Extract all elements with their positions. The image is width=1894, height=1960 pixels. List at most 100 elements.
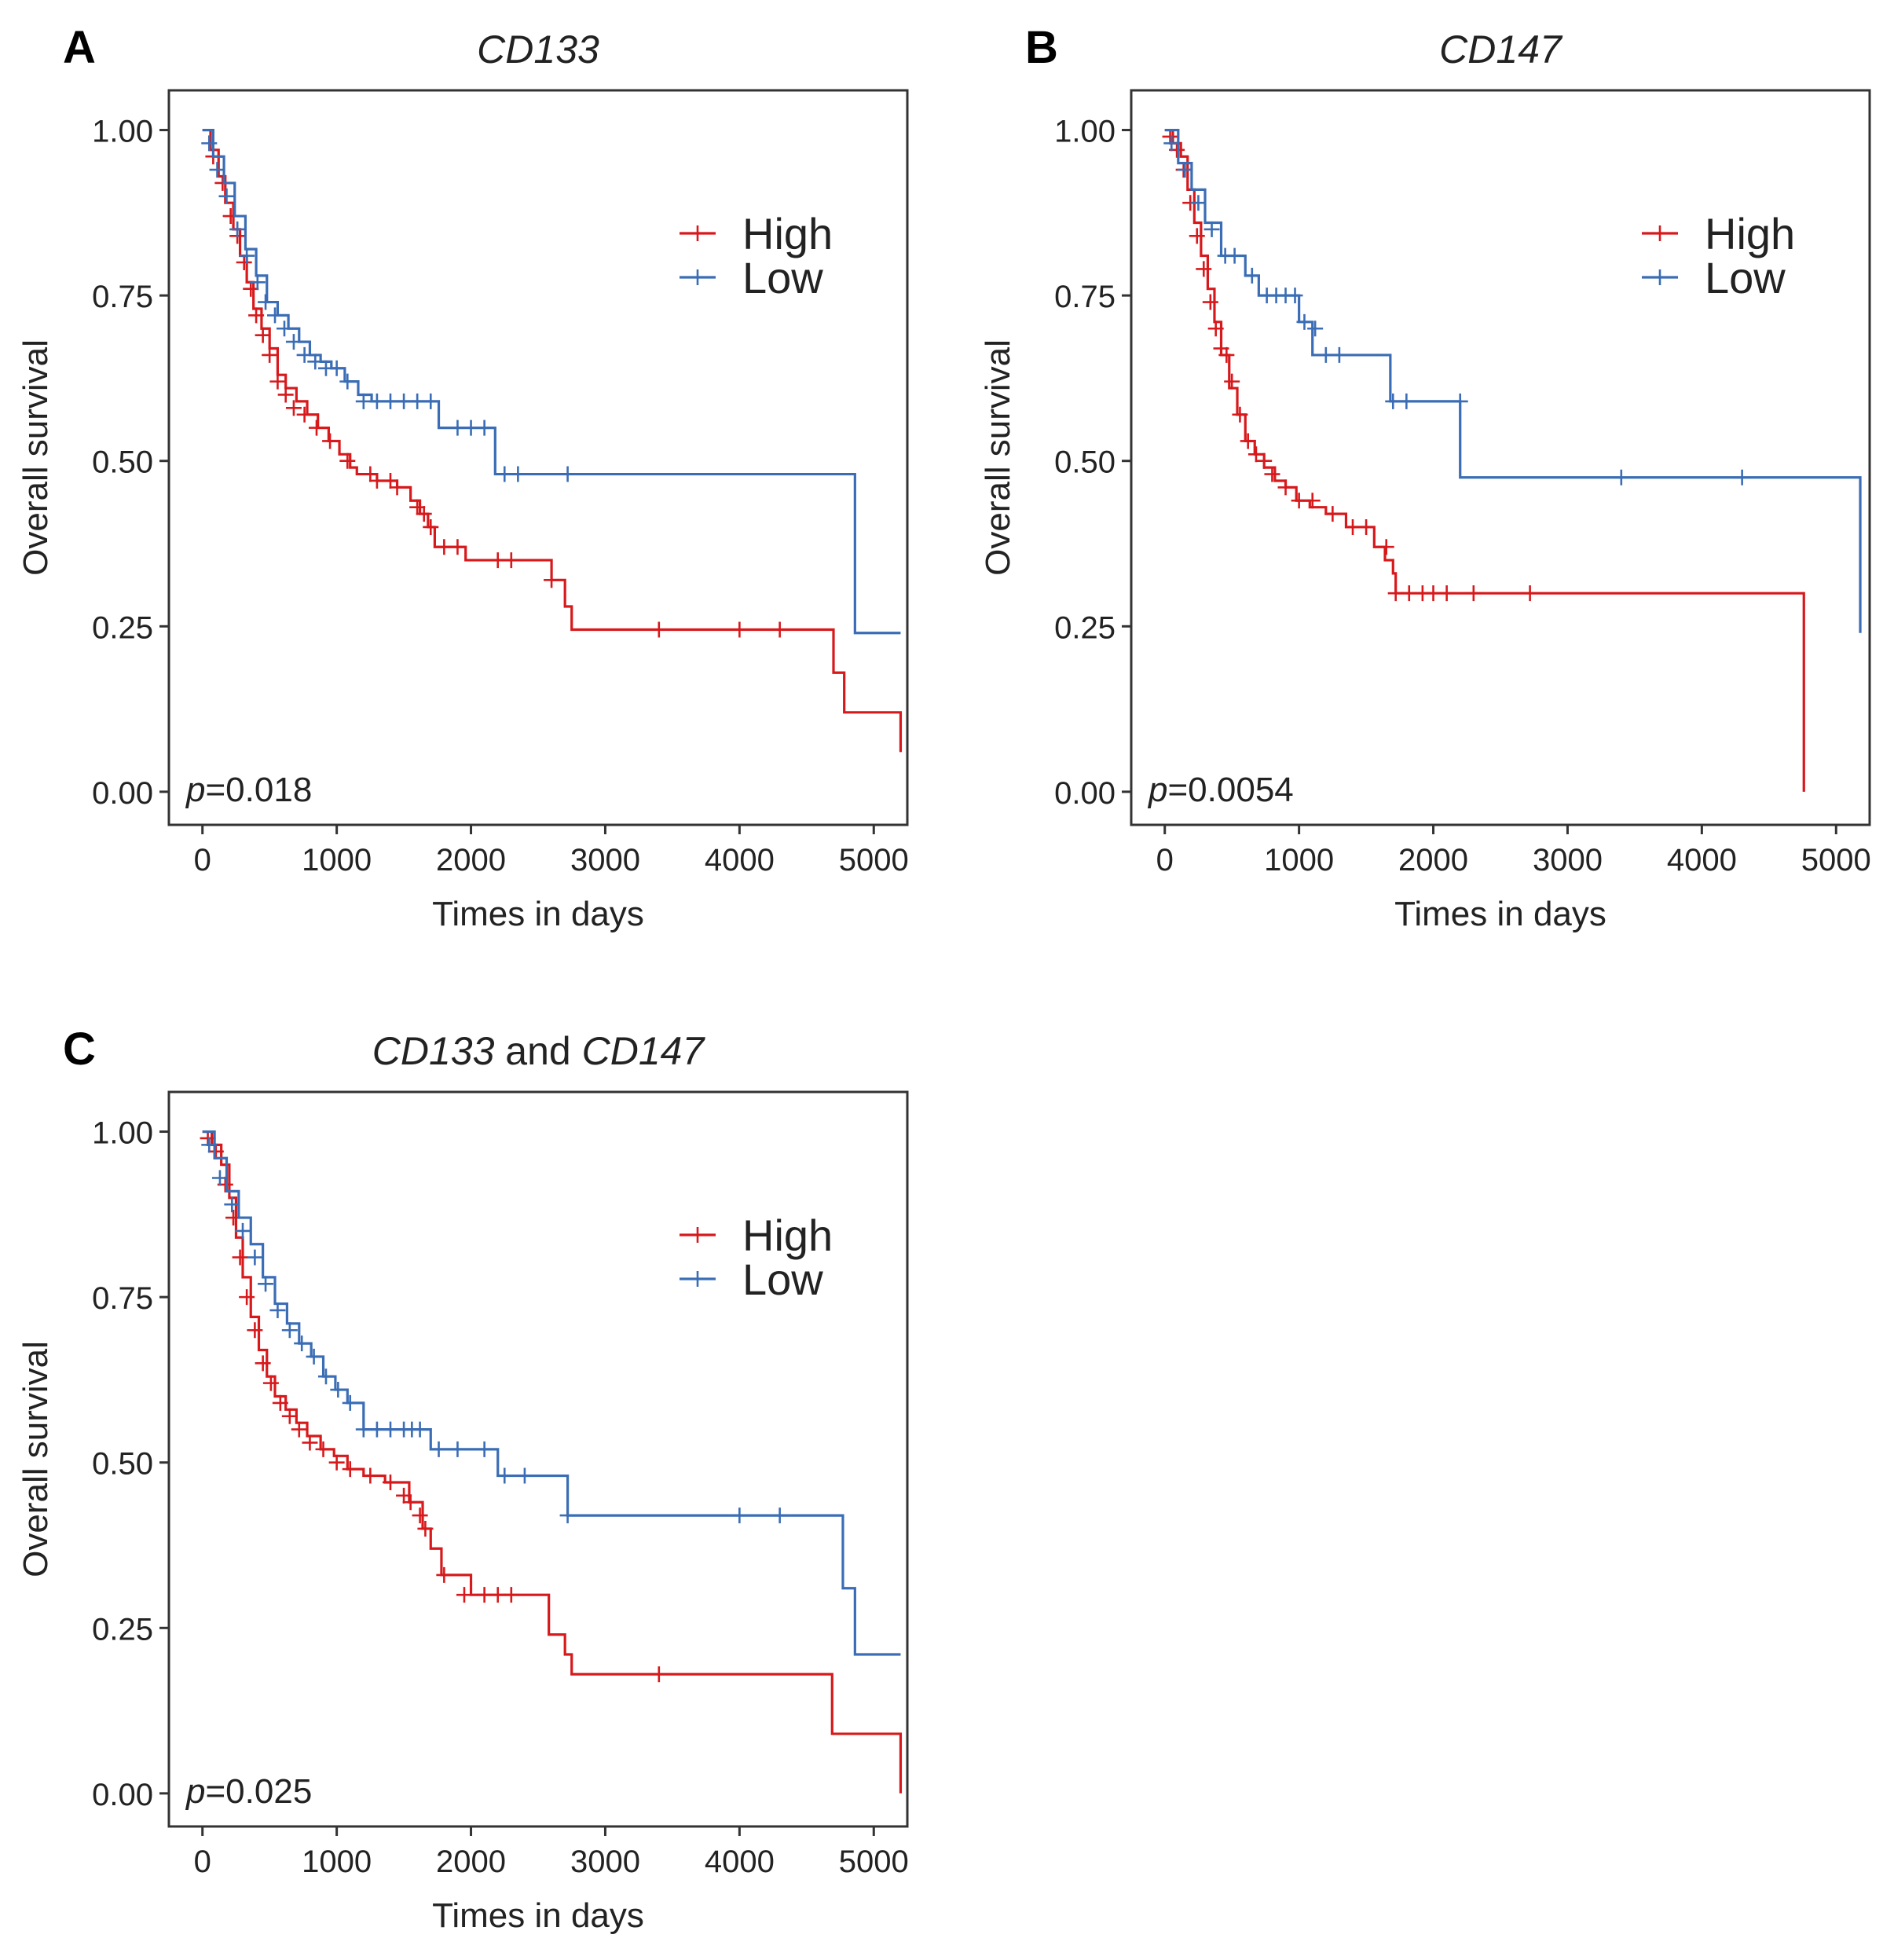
- censor-mark-high: [1256, 452, 1273, 469]
- p-value: p=0.018: [185, 771, 312, 809]
- x-tick-label: 3000: [570, 843, 640, 877]
- censor-mark-high: [272, 1394, 288, 1411]
- censor-mark-high: [1465, 585, 1482, 602]
- censor-mark-low: [224, 1196, 240, 1213]
- censor-mark-high: [291, 1421, 307, 1438]
- x-tick-label: 2000: [1398, 843, 1468, 877]
- legend-label-low: Low: [1705, 253, 1786, 302]
- panel-label: B: [1025, 22, 1058, 73]
- censor-mark-high: [383, 1474, 398, 1490]
- censor-mark-low: [247, 1249, 263, 1266]
- p-value-symbol: p: [185, 771, 205, 809]
- y-tick-label: 0.75: [1054, 280, 1116, 314]
- x-tick-label: 4000: [705, 843, 775, 877]
- censor-mark-high: [339, 452, 356, 469]
- x-tick-label: 0: [194, 843, 211, 877]
- x-tick-label: 1000: [302, 1845, 372, 1879]
- censor-mark-high: [1291, 493, 1307, 509]
- km-chart-a: A CD133 0.00 0.25 0.50 0.75 1.00 0 1000 2000 3000 4…: [16, 22, 909, 933]
- km-curve-low: [202, 128, 901, 635]
- censor-mark-low: [296, 346, 313, 363]
- censor-mark-low: [211, 1170, 228, 1186]
- censor-mark-low: [1452, 393, 1468, 409]
- censor-mark-low: [1307, 321, 1324, 337]
- y-tick-label: 0.25: [92, 610, 153, 645]
- censor-mark-low: [1317, 346, 1334, 363]
- censor-mark-low: [1190, 195, 1207, 211]
- km-curve-low: [1164, 128, 1862, 633]
- y-tick-label: 0.75: [92, 1281, 153, 1316]
- censor-mark-low: [330, 1382, 346, 1398]
- censor-mark-high: [489, 552, 506, 569]
- x-tick-label: 0: [194, 1845, 211, 1879]
- censor-mark-low: [368, 1421, 385, 1438]
- censor-mark-low: [342, 1394, 358, 1411]
- x-tick-label: 1000: [302, 843, 372, 877]
- censor-mark-low: [1177, 162, 1193, 178]
- censor-mark-low: [1613, 469, 1629, 485]
- censor-mark-high: [476, 1587, 493, 1603]
- censor-mark-low: [463, 419, 479, 436]
- censor-mark-low: [235, 1222, 251, 1239]
- censor-mark-high: [328, 1454, 345, 1471]
- y-tick-label: 0.50: [92, 445, 153, 480]
- censor-mark-high: [309, 419, 324, 436]
- censor-mark-high: [409, 499, 426, 515]
- censor-mark-high: [1304, 493, 1321, 509]
- y-axis-label: Overall survival: [16, 339, 55, 576]
- censor-mark-high: [1387, 585, 1404, 602]
- y-tick-label: 1.00: [92, 115, 153, 149]
- censor-mark-low: [1296, 313, 1313, 330]
- censor-mark-high: [417, 1520, 434, 1537]
- censor-mark-high: [1438, 585, 1455, 602]
- censor-mark-high: [449, 539, 466, 555]
- p-value: p=0.025: [185, 1772, 312, 1811]
- censor-mark-low: [510, 466, 526, 482]
- y-tick-label: 0.00: [92, 776, 153, 811]
- censor-mark-high: [402, 1494, 419, 1511]
- y-tick-label: 0.25: [92, 1612, 153, 1647]
- censor-mark-high: [248, 307, 265, 324]
- censor-mark-low: [229, 221, 246, 237]
- x-tick-label: 5000: [839, 843, 909, 877]
- censor-mark-low: [1226, 247, 1243, 264]
- km-chart-c: C CD133 and CD147 0.00 0.25 0.50 0.75 1.00 0 100…: [16, 1024, 909, 1935]
- censor-mark-high: [262, 346, 278, 363]
- y-tick-label: 0.00: [1054, 776, 1116, 811]
- censor-mark-high: [368, 472, 385, 489]
- chart-title: CD147: [1439, 27, 1563, 71]
- censor-mark-high: [262, 1375, 279, 1391]
- panel-label: A: [63, 22, 96, 73]
- censor-mark-high: [1202, 294, 1218, 310]
- chart-title: CD133: [477, 27, 599, 71]
- plot-frame: [167, 89, 909, 826]
- chart-title-gene-2: CD147: [582, 1029, 706, 1073]
- censor-mark-high: [1189, 228, 1205, 244]
- censor-mark-high: [243, 280, 259, 297]
- p-value-number: =0.0054: [1167, 771, 1293, 809]
- censor-mark-high: [389, 479, 405, 496]
- x-tick-label: 2000: [436, 843, 506, 877]
- censor-mark-low: [258, 294, 274, 310]
- censor-mark-high: [1358, 518, 1375, 535]
- censor-mark-high: [247, 1322, 263, 1339]
- legend-label-low: Low: [742, 1255, 823, 1304]
- censor-mark-high: [1218, 346, 1235, 363]
- censor-mark-high: [1378, 539, 1394, 555]
- p-value: p=0.0054: [1147, 771, 1294, 809]
- legend-label-low: Low: [742, 253, 823, 302]
- censor-mark-low: [449, 419, 466, 436]
- censor-mark-low: [559, 466, 576, 482]
- x-axis-label: Times in days: [432, 1896, 644, 1935]
- censor-mark-low: [269, 1302, 286, 1318]
- x-tick-label: 1000: [1264, 843, 1334, 877]
- censor-mark-high: [1324, 506, 1341, 522]
- censor-mark-high: [296, 406, 313, 423]
- chart-title-gene: CD147: [1439, 27, 1563, 71]
- censor-mark-high: [771, 621, 788, 638]
- censor-mark-low: [476, 1441, 493, 1457]
- y-tick-label: 1.00: [1054, 115, 1116, 149]
- censor-mark-high: [650, 621, 667, 638]
- censor-mark-high: [423, 518, 439, 535]
- x-tick-label: 3000: [570, 1845, 640, 1879]
